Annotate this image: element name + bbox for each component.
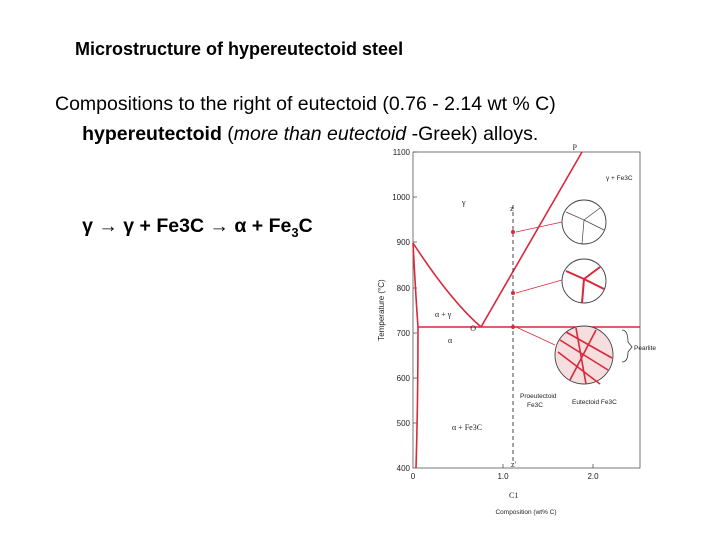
x-axis: 0 1.0 2.0 Composition (wt% C)	[411, 464, 599, 516]
phase-diagram: 1100 1000 900 800 700 600 500 400 Temper…	[377, 143, 656, 516]
point-label: P	[573, 143, 578, 152]
text-run: (	[222, 123, 234, 145]
region-label: α + γ	[435, 310, 452, 319]
annotation: Eutectoid Fe3C	[572, 399, 617, 406]
gamma-boundary	[412, 242, 482, 328]
subscript: 3	[291, 225, 298, 240]
leader	[515, 221, 563, 233]
leader	[515, 279, 563, 294]
y-tick-label: 500	[397, 419, 411, 428]
region-label: γ	[461, 198, 466, 207]
grain-boundaries	[565, 266, 605, 304]
y-axis: 1100 1000 900 800 700 600 500 400 Temper…	[377, 148, 417, 473]
body-line: Compositions to the right of eutectoid (…	[55, 93, 556, 115]
annotation: Fe3C	[527, 402, 543, 409]
point-label: C1	[509, 491, 518, 500]
reaction-text: C	[299, 215, 313, 237]
region-label: γ + Fe3C	[606, 175, 633, 182]
pearlite-lamellae	[557, 327, 613, 385]
y-tick-label: 1000	[392, 193, 410, 202]
point-label: O	[470, 324, 476, 333]
x-axis-label: Composition (wt% C)	[495, 509, 556, 516]
point-label: z	[510, 204, 514, 213]
point	[511, 325, 515, 329]
point	[511, 230, 515, 234]
text-run: -Greek) alloys.	[406, 123, 538, 145]
acm-line	[480, 151, 583, 328]
x-tick-label: 2.0	[587, 472, 599, 481]
region-label: α + Fe3C	[452, 423, 482, 432]
body-line: hypereutectoid (more than eutectoid -Gre…	[55, 123, 555, 145]
slide-title: Microstructure of hypereutectoid steel	[75, 39, 403, 59]
reaction: γ → γ + Fe3C → α + Fe3C	[55, 215, 329, 240]
italic-term: more than eutectoid	[234, 123, 408, 145]
bold-term: hypereutectoid	[82, 123, 222, 145]
y-tick-label: 1100	[393, 148, 411, 157]
x-tick-label: 0	[411, 472, 416, 481]
y-tick-label: 700	[397, 329, 411, 338]
annotation: Pearlite	[634, 345, 656, 352]
brace	[621, 329, 633, 363]
y-tick-label: 600	[397, 374, 411, 383]
reaction-text: γ → γ + Fe3C → α + Fe	[82, 215, 291, 237]
point	[511, 291, 515, 295]
y-tick-label: 900	[397, 238, 411, 247]
annotation: Proeutectoid	[520, 393, 557, 400]
y-tick-label: 800	[397, 284, 411, 293]
y-tick-label: 400	[397, 464, 411, 473]
plot-frame	[412, 151, 641, 469]
leader	[515, 326, 556, 346]
x-tick-label: 1.0	[497, 472, 509, 481]
point-label: z'	[511, 460, 517, 469]
region-label: α	[448, 336, 453, 345]
y-axis-label: Temperature (°C)	[377, 279, 386, 341]
grain-boundaries	[565, 207, 605, 245]
